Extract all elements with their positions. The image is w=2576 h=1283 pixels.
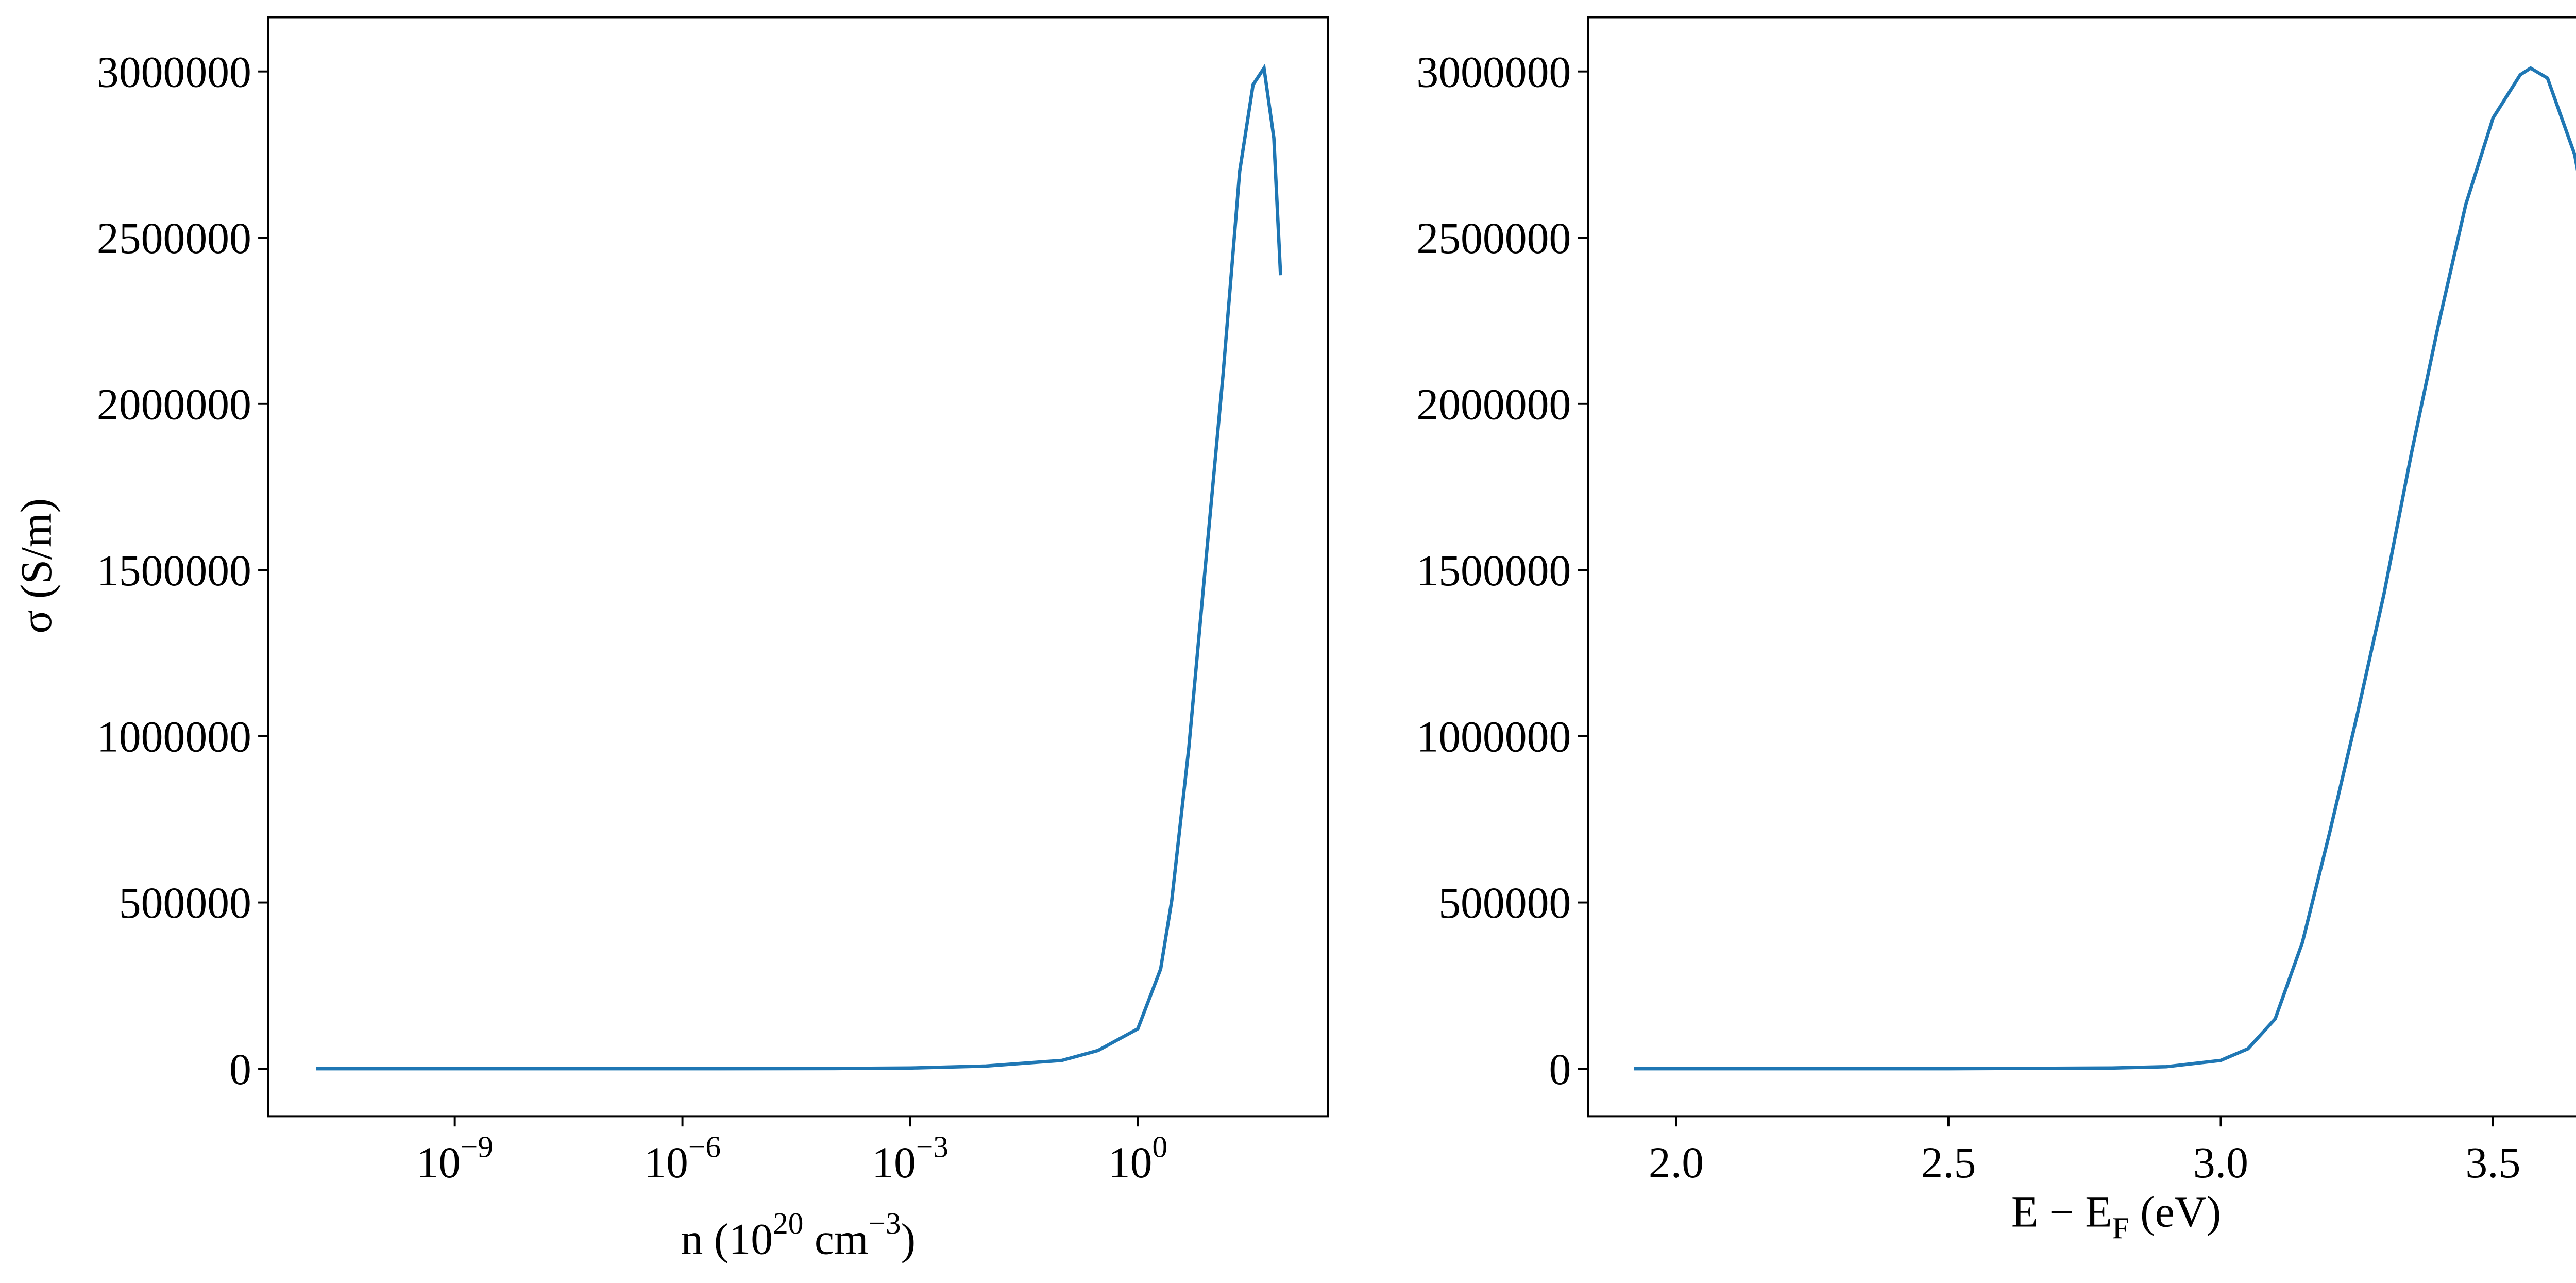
y-tick-label: 1500000 [1416,546,1571,595]
tick-base: 10 [416,1138,461,1187]
tick-exponent: −6 [688,1130,721,1164]
tick-base: 10 [1108,1138,1153,1187]
tick-exponent: −3 [916,1130,948,1164]
x-tick-label: 100 [1108,1130,1167,1188]
x-label-part: 20 [773,1206,803,1240]
y-tick-label: 1500000 [97,546,251,595]
x-label-part: cm [803,1214,868,1263]
x-tick-label: 10−3 [872,1130,948,1188]
x-tick-label: 2.0 [1649,1138,1704,1187]
y-tick-label: 0 [1549,1045,1571,1094]
tick-base: 2.5 [1921,1138,1976,1187]
tick-base: 10 [644,1138,688,1187]
tick-base: 10 [872,1138,916,1187]
x-label-part: (eV) [2129,1188,2221,1237]
tick-exponent: −9 [461,1130,493,1164]
x-label-part: E − E [2011,1188,2112,1237]
x-axis-label: E − EF (eV) [2011,1188,2221,1245]
y-tick-label: 3000000 [97,47,251,96]
x-label-part: F [2112,1211,2129,1245]
tick-exponent: 0 [1152,1130,1167,1164]
plot-frame [1587,16,2576,1118]
y-tick-label: 2500000 [1416,214,1571,263]
tick-base: 3.5 [2465,1138,2520,1187]
x-label-part: −3 [869,1206,901,1240]
y-tick-label: 500000 [119,879,251,927]
x-tick-label: 3.0 [2193,1138,2248,1187]
tick-base: 2.0 [1649,1138,1704,1187]
y-axis-label: σ (S/m) [12,498,61,634]
y-tick-label: 1000000 [1416,713,1571,762]
y-tick-label: 2000000 [97,380,251,429]
x-tick-label: 10−6 [644,1130,721,1188]
x-tick-label: 10−9 [416,1130,493,1188]
x-tick-label: 2.5 [1921,1138,1976,1187]
x-axis-label: n (1020 cm−3) [681,1206,916,1264]
y-tick-label: 2500000 [97,214,251,263]
x-tick-label: 3.5 [2465,1138,2520,1187]
y-tick-label: 0 [229,1045,251,1094]
y-tick-label: 2000000 [1416,380,1571,429]
data-line [316,63,1282,1071]
x-label-part: ) [901,1214,916,1263]
y-tick-label: 500000 [1438,879,1571,927]
x-label-part: n (10 [681,1214,773,1263]
tick-base: 3.0 [2193,1138,2248,1187]
y-tick-label: 3000000 [1416,47,1571,96]
y-tick-label: 1000000 [97,713,251,762]
data-line [1634,66,2576,1071]
plot-frame [267,16,1329,1118]
